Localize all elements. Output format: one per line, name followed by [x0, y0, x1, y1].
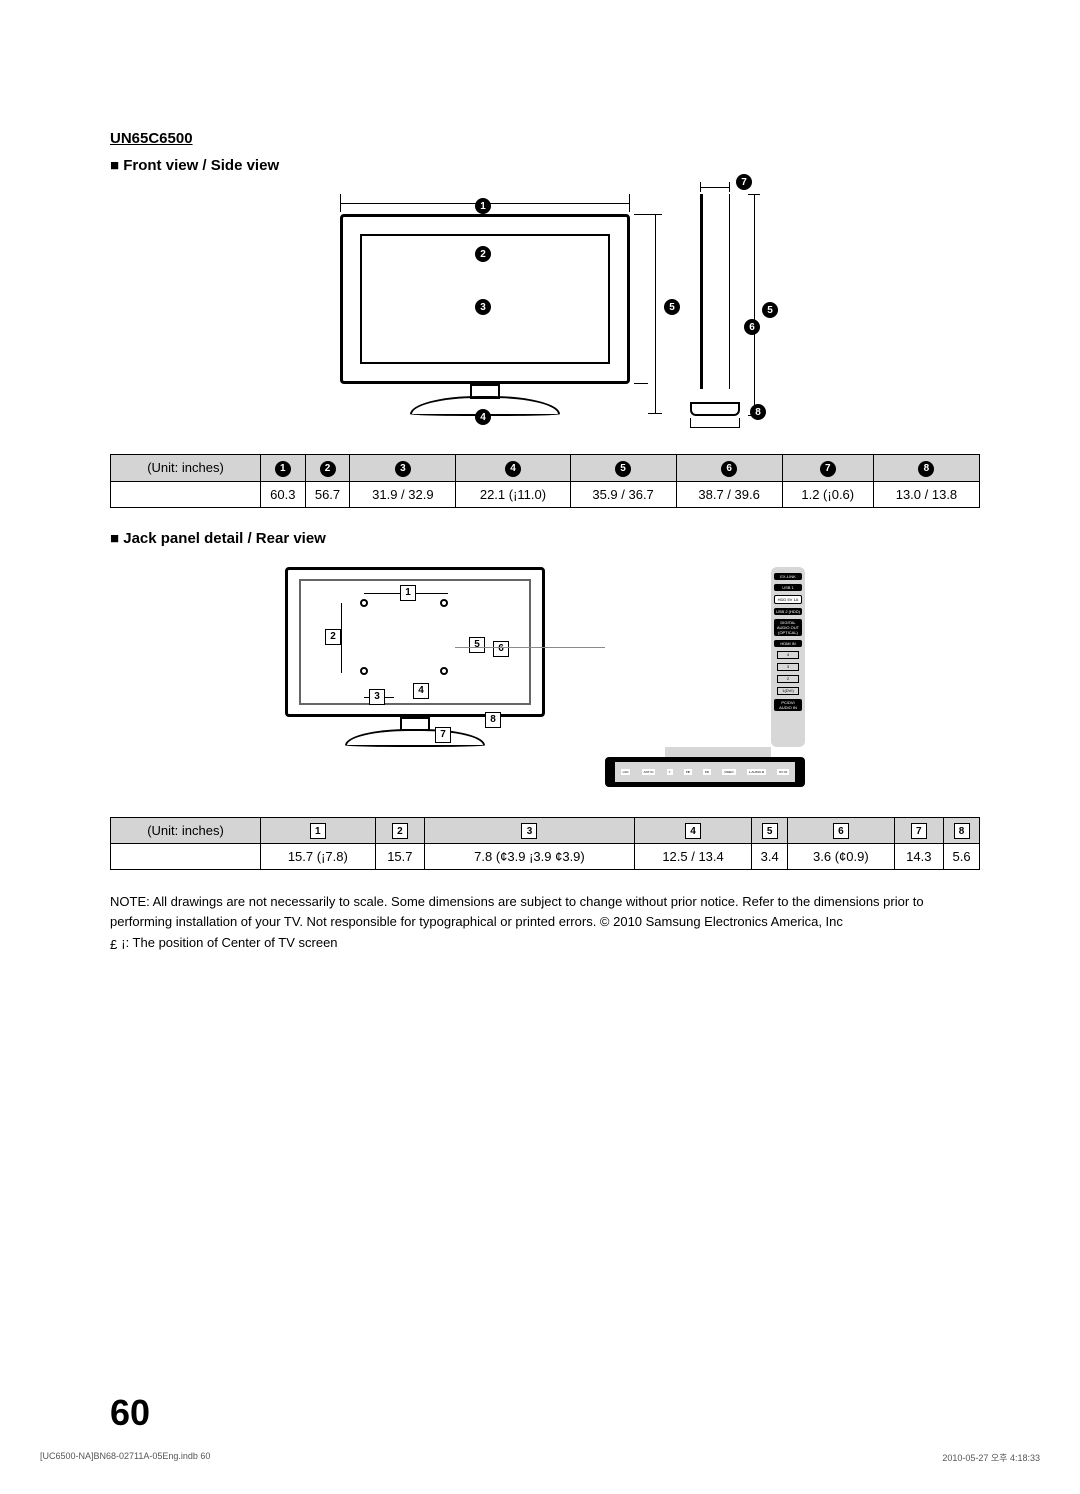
- hdr-5: 5: [762, 823, 778, 839]
- dim-cell: 60.3: [261, 481, 306, 507]
- port-label: L-AUDIO-R: [747, 769, 766, 775]
- side-marker-7: 7: [736, 174, 752, 190]
- port-label: PC IN: [777, 769, 789, 775]
- hdmi-slot: 4: [777, 651, 799, 659]
- hdr-8: 8: [918, 461, 934, 477]
- side-marker-6: 6: [744, 319, 760, 335]
- footnote-main: NOTE: All drawings are not necessarily t…: [110, 892, 980, 931]
- unit-label: (Unit: inches): [111, 455, 261, 482]
- hdr-5: 5: [615, 461, 631, 477]
- rear-marker-6: 6: [493, 641, 509, 657]
- dim-cell: 38.7 / 39.6: [676, 481, 782, 507]
- jack-label: PC/DVI AUDIO IN: [774, 699, 802, 711]
- dim-cell: 35.9 / 36.7: [570, 481, 676, 507]
- dim-cell: 22.1 (¡11.0): [456, 481, 570, 507]
- hdr-1: 1: [310, 823, 326, 839]
- vesa-hole: [440, 599, 448, 607]
- front-marker-1: 1: [475, 198, 491, 214]
- footer-left: [UC6500-NA]BN68-02711A-05Eng.indb 60: [40, 1451, 210, 1464]
- dim-cell: 56.7: [305, 481, 350, 507]
- dimension-table-front: (Unit: inches) 1 2 3 4 5 6 7 8 60.3 56.7…: [110, 454, 980, 508]
- print-footer: [UC6500-NA]BN68-02711A-05Eng.indb 60 201…: [0, 1451, 1080, 1464]
- dim-cell: 12.5 / 13.4: [634, 844, 751, 870]
- dim-cell: 31.9 / 32.9: [350, 481, 456, 507]
- page-number: 60: [110, 1392, 150, 1434]
- rear-marker-8: 8: [485, 712, 501, 728]
- jack-label: EX-LINK: [774, 573, 802, 580]
- vesa-hole: [360, 599, 368, 607]
- rear-view-diagram: 1 2 3 4 5 6 7 8 EX-LINK USB 1 HDD 5V 1A …: [110, 567, 980, 787]
- section-heading-front-side: Front view / Side view: [110, 157, 980, 174]
- jack-panel-bottom: LAN ANT IN Y PB PR VIDEO L-AUDIO-R PC IN: [605, 757, 805, 787]
- rear-marker-4: 4: [413, 683, 429, 699]
- tv-front-view: 1 2 3 4 5: [340, 194, 640, 424]
- footnote-symbol: £ ¡: The position of Center of TV screen: [110, 933, 980, 953]
- dim-cell: 15.7 (¡7.8): [261, 844, 376, 870]
- vesa-hole: [360, 667, 368, 675]
- hdr-3: 3: [521, 823, 537, 839]
- jack-label: USB 2 (HDD): [774, 608, 802, 615]
- front-marker-4: 4: [475, 409, 491, 425]
- jack-label: DIGITAL AUDIO OUT (OPTICAL): [774, 619, 802, 636]
- rear-marker-7: 7: [435, 727, 451, 743]
- dim-cell: 1.2 (¡0.6): [782, 481, 873, 507]
- hdr-1: 1: [275, 461, 291, 477]
- dim-cell: 13.0 / 13.8: [873, 481, 979, 507]
- hdr-4: 4: [685, 823, 701, 839]
- side-marker-8: 8: [750, 404, 766, 420]
- hdr-6: 6: [833, 823, 849, 839]
- front-marker-3: 3: [475, 299, 491, 315]
- hdmi-slot: 2: [777, 675, 799, 683]
- tv-side-view: 7 5 6 8: [690, 194, 750, 424]
- rear-marker-2: 2: [325, 629, 341, 645]
- port-label: Y: [667, 769, 673, 775]
- side-marker-5b: 5: [762, 302, 778, 318]
- dim-cell: 3.6 (¢0.9): [788, 844, 895, 870]
- hdr-2: 2: [392, 823, 408, 839]
- port-label: PB: [684, 769, 692, 775]
- dim-cell: 14.3: [894, 844, 943, 870]
- hdr-7: 7: [820, 461, 836, 477]
- jack-panel-detail: EX-LINK USB 1 HDD 5V 1A USB 2 (HDD) DIGI…: [605, 567, 805, 787]
- port-label: PR: [703, 769, 711, 775]
- port-label: ANT IN: [642, 769, 656, 775]
- hdr-3: 3: [395, 461, 411, 477]
- hdr-8: 8: [954, 823, 970, 839]
- dim-cell: 15.7: [375, 844, 424, 870]
- jack-panel-side: EX-LINK USB 1 HDD 5V 1A USB 2 (HDD) DIGI…: [771, 567, 805, 747]
- rear-marker-5: 5: [469, 637, 485, 653]
- hdr-2: 2: [320, 461, 336, 477]
- jack-label: USB 1: [774, 584, 802, 591]
- note-text: ¡: The position of Center of TV screen: [121, 935, 337, 950]
- hdr-6: 6: [721, 461, 737, 477]
- dim-cell: 3.4: [752, 844, 788, 870]
- footer-right: 2010-05-27 오후 4:18:33: [942, 1451, 1040, 1464]
- dimension-table-rear: (Unit: inches) 1 2 3 4 5 6 7 8 15.7 (¡7.…: [110, 817, 980, 871]
- front-marker-2: 2: [475, 246, 491, 262]
- hdr-7: 7: [911, 823, 927, 839]
- hdmi-slot: 3: [777, 663, 799, 671]
- vesa-hole: [440, 667, 448, 675]
- model-number: UN65C6500: [110, 130, 980, 147]
- note-icon: £: [110, 935, 117, 955]
- rear-marker-1: 1: [400, 585, 416, 601]
- front-side-diagram: 1 2 3 4 5 7 5 6 8: [110, 194, 980, 424]
- dim-cell: 7.8 (¢3.9 ¡3.9 ¢3.9): [425, 844, 635, 870]
- hdmi-slot: 1(DVI): [777, 687, 799, 695]
- jack-label: HDD 5V 1A: [774, 595, 802, 604]
- port-label: LAN: [621, 769, 631, 775]
- section-heading-jack-rear: Jack panel detail / Rear view: [110, 530, 980, 547]
- dim-cell: 5.6: [944, 844, 980, 870]
- front-marker-5: 5: [664, 299, 680, 315]
- hdr-4: 4: [505, 461, 521, 477]
- tv-rear-view: 1 2 3 4 5 6 7 8: [285, 567, 565, 767]
- unit-label: (Unit: inches): [111, 817, 261, 844]
- jack-label: HDMI IN: [774, 640, 802, 647]
- rear-marker-3: 3: [369, 689, 385, 705]
- port-label: VIDEO: [722, 769, 735, 775]
